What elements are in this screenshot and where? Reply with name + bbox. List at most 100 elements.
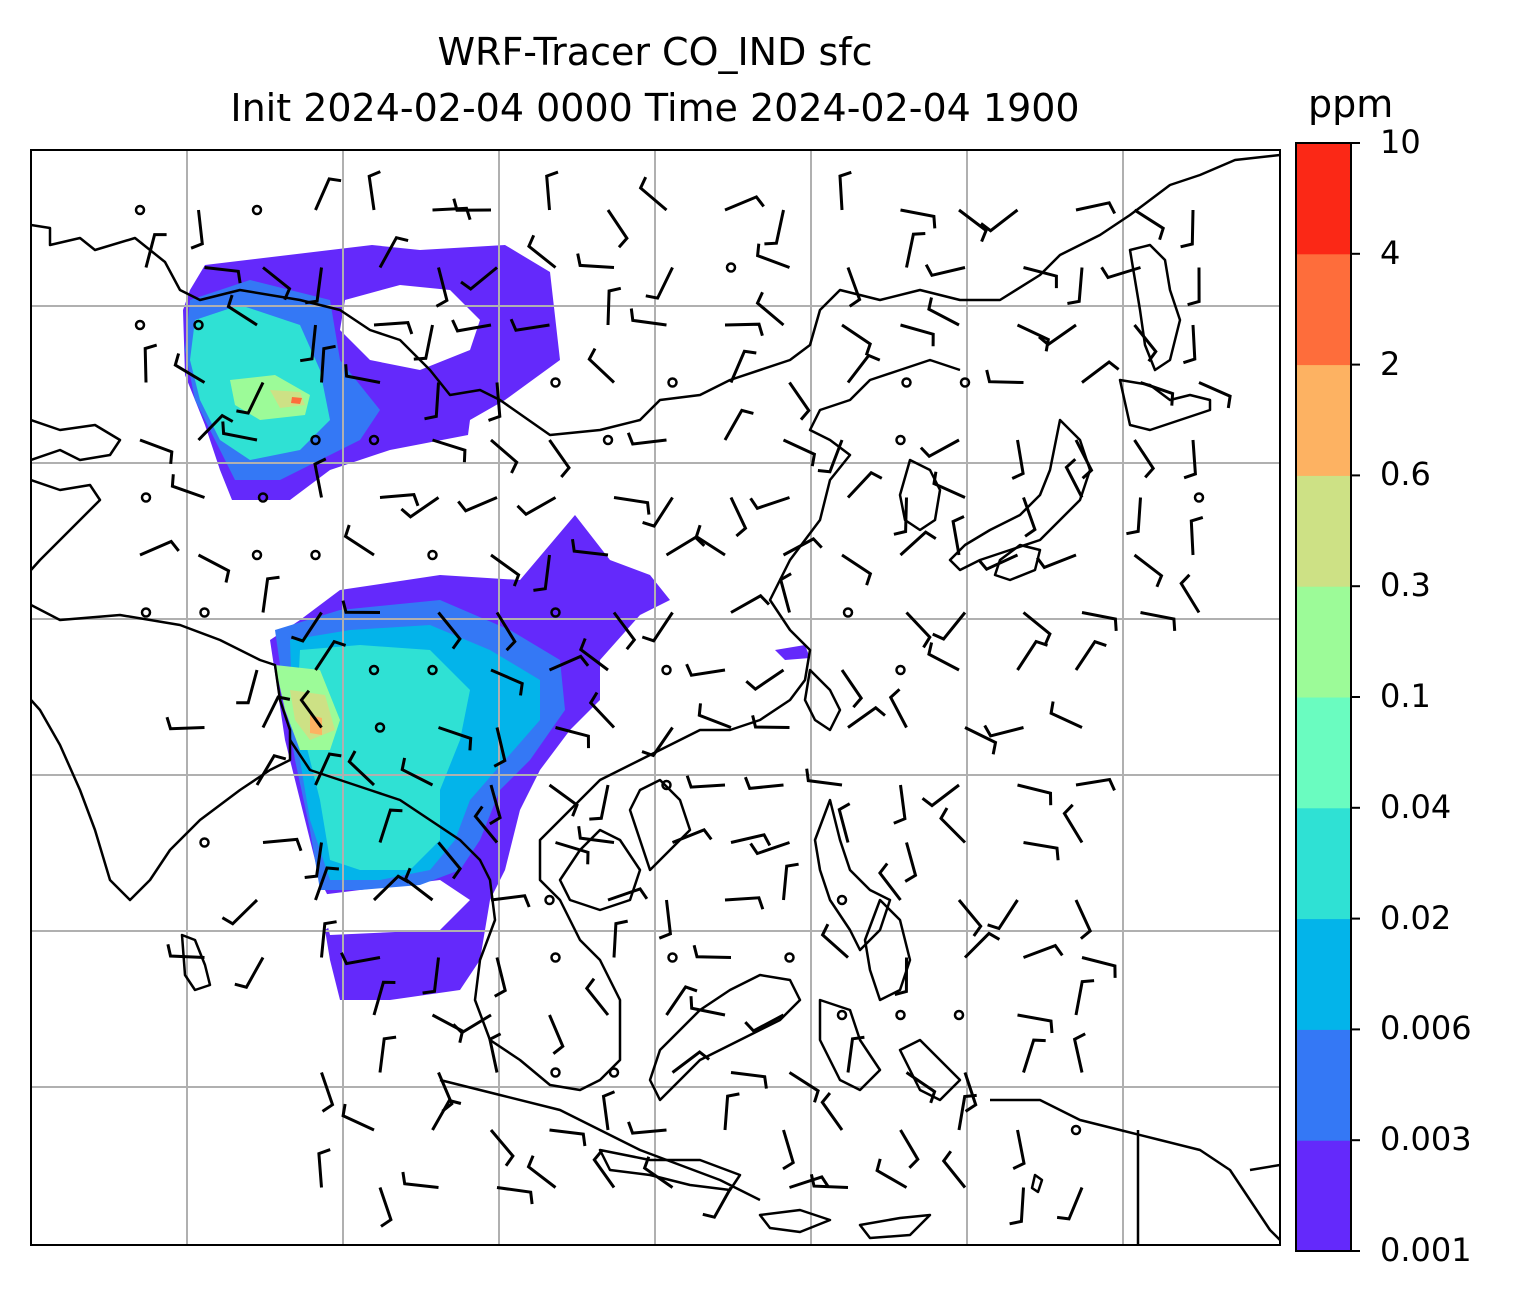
calm-wind-markers [134, 204, 1205, 1136]
wind-barb [730, 1071, 768, 1089]
wind-barb [527, 234, 557, 269]
wind-barb [932, 471, 966, 499]
calm-wind-marker [374, 722, 386, 733]
wind-barb [900, 208, 937, 229]
wind-barb [489, 1129, 515, 1167]
wind-barb [489, 784, 502, 826]
calm-wind-marker [199, 837, 210, 848]
wind-barb [424, 382, 440, 421]
wind-barb [571, 538, 609, 557]
wind-barb [1074, 639, 1107, 671]
wind-barb [846, 470, 883, 499]
wind-barb [893, 497, 908, 536]
calm-wind-marker [251, 549, 263, 561]
wind-barb [743, 776, 784, 791]
wind-barb [613, 496, 651, 515]
wind-barb [1009, 1187, 1025, 1226]
wind-barb [234, 956, 265, 989]
wind-barb [685, 775, 726, 789]
calm-wind-marker [901, 377, 912, 388]
wind-barb [236, 669, 259, 705]
wind-barb [893, 784, 907, 825]
wind-barb [1017, 783, 1053, 806]
plume-fill-level-8 [291, 397, 302, 404]
wind-barb [629, 308, 667, 327]
wind-barb [932, 611, 967, 641]
wind-barb [314, 866, 340, 901]
wind-barb [1081, 360, 1120, 384]
wind-barb [190, 209, 204, 250]
calm-wind-marker [427, 664, 438, 676]
map-gridlines [31, 150, 1280, 1245]
calm-wind-marker [836, 1009, 848, 1021]
wind-barb [820, 923, 849, 959]
plume-fill-level-8 [310, 715, 322, 735]
wind-barb [1067, 267, 1084, 305]
wind-barb [262, 266, 292, 301]
wind-barb [606, 286, 622, 326]
wind-barb [1049, 701, 1083, 729]
wind-barb [841, 553, 873, 586]
colorbar-tick-label: 2 [1380, 344, 1401, 383]
wind-barb [963, 931, 1001, 959]
wind-barb [197, 413, 234, 442]
calm-wind-marker [1193, 492, 1205, 503]
wind-barb [226, 294, 258, 327]
wind-barb [495, 611, 517, 652]
wind-barb [924, 263, 966, 278]
wind-barb [437, 841, 462, 880]
wind-barb [262, 837, 303, 852]
wind-barb [1081, 611, 1118, 632]
colorbar-segment [1296, 475, 1351, 587]
wind-barb [493, 727, 507, 768]
calm-wind-marker [134, 319, 146, 331]
wind-barb [304, 842, 323, 879]
wind-barb [1022, 611, 1052, 646]
chart-title-line-2: Init 2024-02-04 0000 Time 2024-02-04 190… [230, 86, 1080, 130]
calm-wind-marker [140, 492, 152, 503]
wind-barb [1064, 458, 1084, 499]
wind-barb [846, 266, 862, 308]
wind-barb [627, 1121, 667, 1135]
wind-barb [490, 668, 524, 696]
wind-barb [490, 894, 531, 908]
wind-barb [509, 318, 550, 332]
wind-barb [347, 750, 376, 787]
wind-barb [1035, 553, 1077, 570]
wind-barb [692, 944, 732, 959]
wind-barb [641, 611, 674, 643]
wind-barb [1023, 841, 1060, 861]
wind-barb [846, 353, 881, 384]
wind-barb [1011, 439, 1025, 480]
wind-barb [299, 324, 317, 363]
wind-barb [313, 457, 327, 498]
wind-barb [951, 515, 965, 556]
wind-barb [927, 642, 960, 672]
calm-wind-marker [895, 434, 906, 446]
wind-barb [261, 695, 291, 729]
wind-barb [305, 267, 323, 305]
wind-barb [344, 364, 381, 384]
colorbar-unit-label: ppm [1308, 82, 1394, 126]
wind-barb [438, 726, 473, 751]
wind-barb [899, 530, 937, 557]
wind-barb [749, 496, 790, 511]
wind-barb [490, 438, 519, 474]
colorbar-tick-label: 4 [1380, 233, 1401, 272]
wind-barb [764, 209, 785, 246]
wind-barb [919, 438, 960, 459]
chart-title-line-1: WRF-Tracer CO_IND sfc [437, 30, 873, 74]
wind-barb [261, 575, 280, 613]
wind-barb [314, 752, 342, 786]
wind-barb [496, 1186, 534, 1205]
wind-barb [1012, 1129, 1026, 1170]
wind-barb [452, 198, 492, 212]
wind-barb [378, 1035, 397, 1073]
wind-barb [983, 724, 1024, 738]
wind-barb [723, 408, 754, 441]
calm-wind-marker [199, 607, 210, 618]
colorbar-segment [1296, 364, 1351, 476]
wind-barb [782, 862, 799, 901]
calm-wind-marker [251, 204, 263, 216]
